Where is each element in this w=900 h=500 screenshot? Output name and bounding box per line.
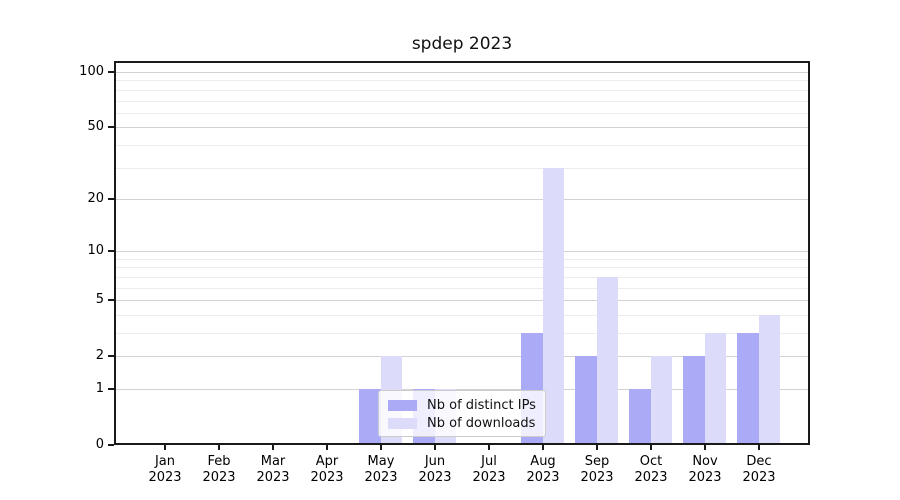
- gridline-minor-6: [114, 287, 810, 289]
- bar-downloads-dec: [759, 314, 780, 445]
- x-tick-label-jul: Jul 2023: [472, 454, 506, 485]
- x-tick-label-aug: Aug 2023: [526, 454, 560, 485]
- gridline-minor-70: [114, 100, 810, 102]
- x-tick-jan: [164, 445, 166, 450]
- x-tick-jun: [434, 445, 436, 450]
- axis-spine-right: [808, 61, 810, 445]
- gridline-minor-90: [114, 80, 810, 82]
- x-tick-label-dec: Dec 2023: [742, 454, 776, 485]
- y-tick-label-50: 50: [87, 119, 104, 135]
- legend-item-downloads: Nb of downloads: [388, 415, 536, 432]
- bar-downloads-aug: [543, 167, 564, 445]
- x-tick-label-nov: Nov 2023: [688, 454, 722, 485]
- y-tick-20: [108, 197, 114, 200]
- y-tick-label-20: 20: [87, 190, 104, 206]
- x-tick-label-sep: Sep 2023: [580, 454, 614, 485]
- y-tick-label-1: 1: [95, 381, 104, 396]
- y-tick-0: [108, 444, 114, 446]
- bar-downloads-nov: [705, 333, 726, 445]
- x-tick-label-jun: Jun 2023: [418, 454, 452, 485]
- x-tick-label-may: May 2023: [364, 454, 398, 485]
- bar-distinct-ips-sep: [575, 356, 597, 445]
- legend-label-distinct-ips: Nb of distinct IPs: [427, 398, 536, 413]
- x-tick-label-mar: Mar 2023: [256, 454, 290, 485]
- y-tick-50: [108, 126, 114, 129]
- gridline-minor-4: [114, 314, 810, 316]
- axis-spine-left: [114, 61, 116, 445]
- bar-distinct-ips-may: [359, 389, 381, 445]
- gridline-minor-9: [114, 258, 810, 260]
- y-tick-label-10: 10: [87, 243, 104, 259]
- gridline-major-2: [114, 356, 810, 358]
- y-tick-label-0: 0: [95, 437, 104, 452]
- x-tick-feb: [218, 445, 220, 450]
- axis-spine-top: [114, 61, 810, 63]
- y-tick-label-5: 5: [95, 292, 104, 308]
- gridline-major-50: [114, 127, 810, 129]
- x-tick-jul: [488, 445, 490, 450]
- bar-distinct-ips-nov: [683, 356, 705, 445]
- y-tick-1: [108, 388, 114, 390]
- y-tick-2: [108, 355, 114, 358]
- gridline-major-1: [114, 389, 810, 390]
- bar-distinct-ips-oct: [629, 389, 651, 445]
- gridline-minor-8: [114, 267, 810, 269]
- bar-downloads-sep: [597, 276, 618, 445]
- y-tick-10: [108, 250, 114, 253]
- x-tick-dec: [758, 445, 760, 450]
- gridline-major-100: [114, 72, 810, 73]
- legend: Nb of distinct IPs Nb of downloads: [378, 390, 546, 437]
- x-tick-sep: [596, 445, 598, 450]
- chart-title: spdep 2023: [411, 34, 513, 54]
- x-tick-apr: [326, 445, 328, 450]
- plot-area: Nb of distinct IPs Nb of downloads 0 1 2 5 1…: [79, 61, 810, 485]
- x-tick-aug: [542, 445, 544, 450]
- legend-item-distinct-ips: Nb of distinct IPs: [388, 397, 536, 414]
- gridline-minor-60: [114, 112, 810, 114]
- gridline-minor-80: [114, 89, 810, 91]
- y-tick-5: [108, 299, 114, 302]
- gridline-minor-40: [114, 144, 810, 146]
- y-tick-label-100: 100: [79, 64, 104, 79]
- y-tick-label-2: 2: [95, 348, 104, 364]
- x-tick-mar: [272, 445, 274, 450]
- x-tick-nov: [704, 445, 706, 450]
- y-tick-100: [108, 71, 114, 73]
- x-tick-label-jan: Jan 2023: [148, 454, 182, 485]
- bar-distinct-ips-dec: [737, 333, 759, 445]
- legend-swatch-downloads: [388, 418, 417, 429]
- x-tick-label-oct: Oct 2023: [634, 454, 668, 485]
- gridline-major-5: [114, 300, 810, 302]
- bar-downloads-oct: [651, 356, 672, 445]
- legend-label-downloads: Nb of downloads: [427, 416, 536, 431]
- gridline-major-20: [114, 198, 810, 200]
- x-tick-label-apr: Apr 2023: [310, 454, 344, 485]
- gridline-minor-7: [114, 276, 810, 278]
- axis-spine-bottom: [114, 443, 810, 445]
- gridline-major-10: [114, 251, 810, 253]
- legend-swatch-distinct-ips: [388, 400, 417, 411]
- gridline-minor-30: [114, 167, 810, 169]
- gridline-minor-3: [114, 333, 810, 334]
- x-tick-oct: [650, 445, 652, 450]
- x-tick-may: [380, 445, 382, 450]
- x-tick-label-feb: Feb 2023: [202, 454, 236, 485]
